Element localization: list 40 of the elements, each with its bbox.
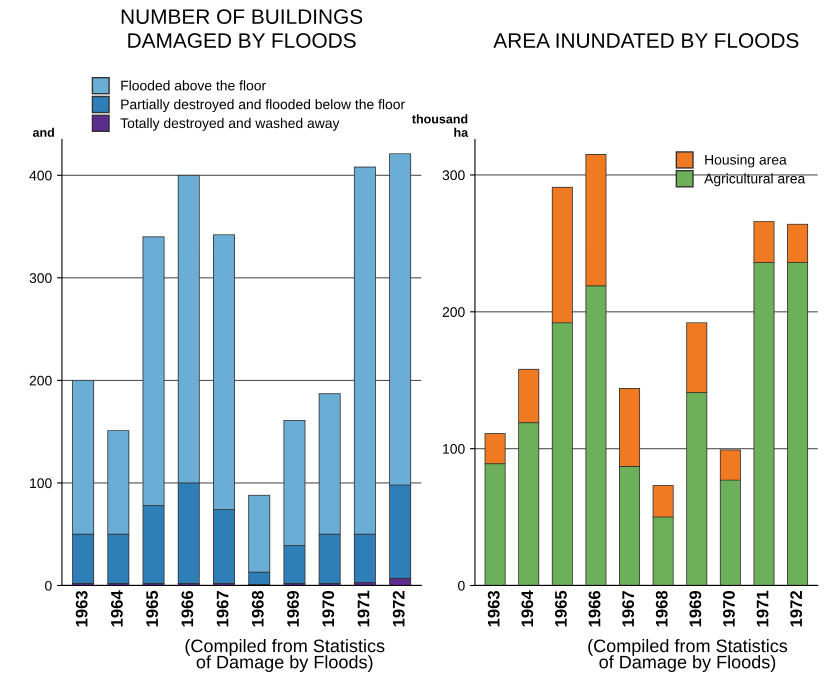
x-tick-label: 1965: [146, 590, 158, 626]
legend-label: Flooded above the floor: [121, 80, 266, 90]
x-tick-label: 1967: [622, 591, 634, 626]
x-tick-label: 1969: [689, 590, 702, 626]
y-axis-title: and: [32, 128, 54, 137]
x-tick-label: 1972: [790, 591, 802, 626]
x-tick-label: 1969: [287, 590, 299, 626]
y-axis-title: thousand ha: [412, 114, 468, 137]
x-tick-label: 1964: [521, 590, 534, 626]
text: (Compiled from Statistics of Damage by Floods): [186, 639, 384, 672]
y-tick-label: 300: [30, 273, 52, 284]
x-tick-label: 1964: [110, 590, 123, 626]
x-tick-label: 1968: [656, 590, 668, 626]
y-tick-label: 300: [442, 170, 465, 180]
x-tick-label: 1970: [723, 591, 735, 626]
x-tick-label: 1963: [488, 590, 500, 626]
y-tick-label: 200: [30, 376, 52, 386]
legend-label: Agricultural area: [704, 173, 806, 186]
x-tick-label: 1965: [555, 590, 567, 626]
legend-label: Partially destroyed and flooded below the floor: [121, 99, 405, 112]
chart-title: NUMBER OF BUILDINGS DAMAGED BY FLOODS: [122, 9, 362, 48]
x-tick-label: 1971: [358, 590, 370, 626]
x-tick-label: 1966: [588, 590, 600, 626]
y-tick-label: 100: [443, 444, 465, 454]
text: (Compiled from Statistics of Damage by Floods): [588, 639, 788, 672]
y-tick-label: 200: [442, 307, 465, 317]
chart-title: AREA INUNDATED BY FLOODS: [493, 33, 798, 48]
x-tick-label: 1963: [76, 590, 88, 626]
x-tick-label: 1968: [252, 590, 264, 626]
legend-label: Housing area: [705, 154, 787, 168]
legend-label: Totally destroyed and washed away: [120, 118, 340, 131]
y-tick-label: 0: [458, 580, 465, 591]
x-tick-label: 1971: [756, 590, 768, 626]
x-tick-label: 1972: [392, 591, 405, 626]
x-tick-label: 1967: [216, 591, 228, 626]
x-tick-label: 1966: [181, 590, 194, 626]
y-tick-label: 400: [29, 170, 52, 180]
y-tick-label: 0: [45, 580, 52, 591]
x-tick-label: 1970: [322, 591, 334, 626]
y-tick-label: 100: [30, 478, 52, 488]
